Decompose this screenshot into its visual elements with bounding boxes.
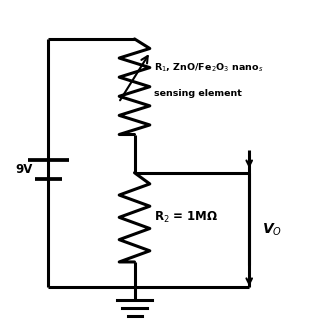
Text: 9V: 9V [15,163,33,176]
Text: R$_1$, ZnO/Fe$_2$O$_3$ nano$_s$: R$_1$, ZnO/Fe$_2$O$_3$ nano$_s$ [154,61,263,74]
Text: R$_2$ = 1MΩ: R$_2$ = 1MΩ [154,210,218,225]
Text: V$_O$: V$_O$ [262,222,282,238]
Text: sensing element: sensing element [154,89,242,98]
